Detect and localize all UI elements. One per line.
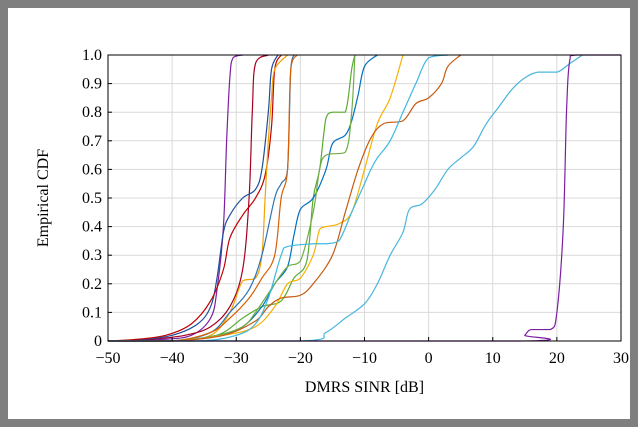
- x-tick-label: −50: [95, 350, 120, 367]
- x-axis-label: DMRS SINR [dB]: [305, 379, 424, 396]
- y-tick-label: 0.3: [82, 247, 102, 264]
- x-tick-label: −10: [352, 350, 377, 367]
- y-tick-label: 0.6: [82, 161, 102, 178]
- series-line-14: [107, 54, 583, 342]
- y-tick-label: 0.9: [82, 76, 102, 93]
- series-line-4: [107, 54, 282, 342]
- x-tick-label: 30: [613, 350, 629, 367]
- x-tick-label: −20: [288, 350, 313, 367]
- y-tick-label: 0.1: [82, 304, 102, 321]
- x-tick-label: −40: [160, 350, 185, 367]
- y-tick-label: 0.4: [82, 219, 102, 236]
- y-axis-label: Empirical CDF: [35, 149, 52, 247]
- x-tick-label: 10: [485, 350, 501, 367]
- y-tick-label: 0: [94, 333, 102, 350]
- grid: [107, 54, 622, 342]
- series-line-11: [107, 54, 404, 342]
- series-line-12: [107, 54, 462, 342]
- y-tick-label: 0.2: [82, 276, 102, 293]
- ticks: −50 −40 −30 −20 −10 0 10 20 30 0 0.1 0.2 0.3 0.4 0.5 0.…: [82, 47, 629, 367]
- series-group: [107, 54, 621, 342]
- series-line-10: [107, 54, 356, 342]
- y-tick-label: 1.0: [82, 47, 102, 64]
- y-tick-label: 0.8: [82, 104, 102, 121]
- series-line-13: [107, 54, 448, 342]
- series-line-2: [107, 54, 269, 342]
- series-line-3: [107, 54, 279, 342]
- x-tick-label: 20: [549, 350, 565, 367]
- y-tick-label: 0.7: [82, 133, 102, 150]
- y-tick-label: 0.5: [82, 190, 102, 207]
- series-line-7: [107, 54, 298, 342]
- series-line-8: [107, 54, 356, 342]
- series-line-1: [107, 54, 243, 342]
- x-tick-label: 0: [425, 350, 433, 367]
- x-tick-label: −30: [224, 350, 249, 367]
